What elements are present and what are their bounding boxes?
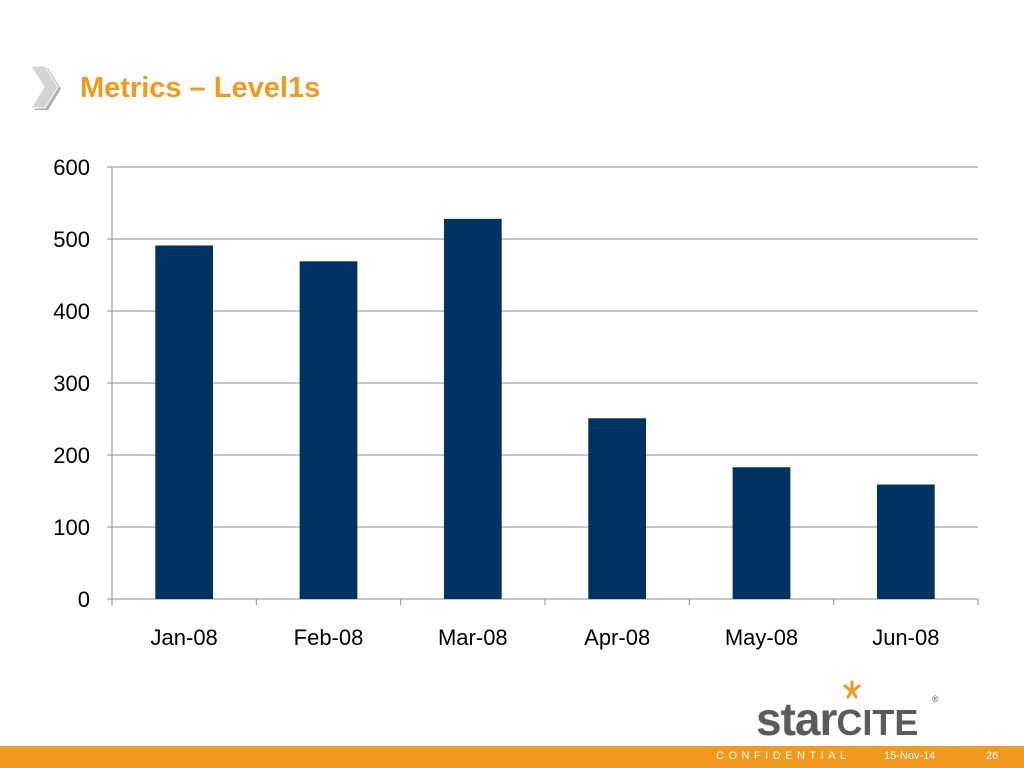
x-tick-label: Apr-08 (584, 625, 650, 650)
logo-wordmark: starCITE (756, 692, 918, 746)
asterisk-logo-icon (843, 680, 861, 699)
bar-Apr-08 (588, 418, 647, 599)
bar-Jun-08 (876, 484, 935, 599)
footer-page-number: 26 (986, 750, 999, 762)
bar-Jan-08 (155, 245, 214, 600)
registered-mark: ® (932, 694, 939, 704)
bar-Mar-08 (443, 218, 502, 599)
y-tick-label: 200 (53, 443, 90, 468)
footer-bar: CONFIDENTIAL 15-Nov-14 26 (0, 746, 1024, 768)
x-tick-label: May-08 (725, 625, 798, 650)
y-tick-label: 100 (53, 515, 90, 540)
y-tick-label: 0 (78, 587, 90, 612)
footer-date: 15-Nov-14 (884, 750, 936, 762)
x-tick-label: Feb-08 (294, 625, 364, 650)
y-tick-label: 600 (53, 155, 90, 180)
starcite-logo: starCITE ® (756, 680, 946, 745)
x-tick-label: Jan-08 (151, 625, 218, 650)
y-tick-label: 400 (53, 299, 90, 324)
slide-title: Metrics – Level1s (80, 72, 321, 104)
logo-text-cite: CITE (836, 702, 919, 743)
bar-Feb-08 (299, 261, 358, 599)
x-tick-label: Jun-08 (872, 625, 939, 650)
footer-confidential: CONFIDENTIAL (716, 750, 851, 762)
logo-text-star: star (756, 693, 837, 745)
y-tick-label: 300 (53, 371, 90, 396)
y-tick-label: 500 (53, 227, 90, 252)
x-tick-label: Mar-08 (438, 625, 508, 650)
title-chevron-icon (30, 65, 61, 110)
bar-May-08 (732, 467, 791, 599)
